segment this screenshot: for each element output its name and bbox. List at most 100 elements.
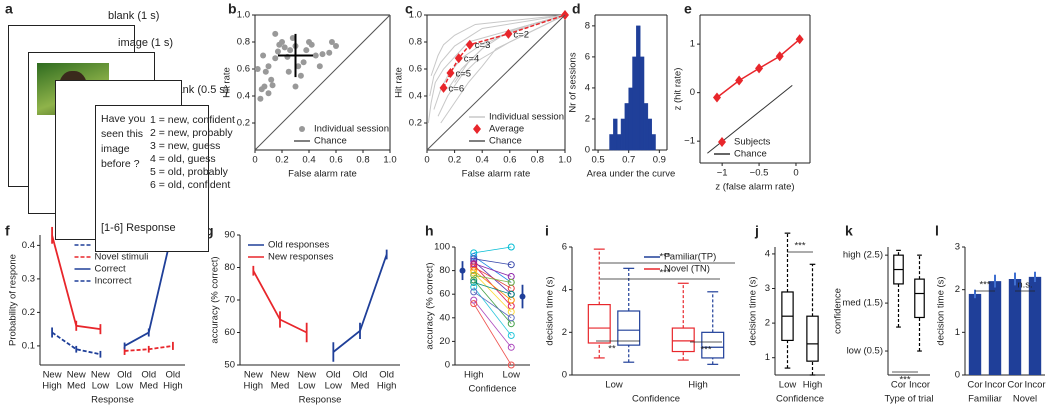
series-line <box>473 270 512 301</box>
legend-label: Chance <box>734 149 767 160</box>
x-axis-label: Confidence <box>776 394 824 405</box>
data-point <box>712 92 721 103</box>
x-axis-label: Confidence <box>468 384 516 395</box>
y-axis-label: accuracy (% correct) <box>210 256 221 343</box>
y-tick-label: 0.1 <box>22 340 35 351</box>
series-line <box>473 274 512 283</box>
x-tick-label: High <box>464 370 484 381</box>
x-tick-label: 0.4 <box>476 155 489 166</box>
legend-marker <box>473 124 481 134</box>
y-tick-label: 0.8 <box>409 37 422 48</box>
y-tick-label: 6 <box>562 242 567 253</box>
histogram-bar <box>616 134 622 151</box>
data-point <box>507 243 515 251</box>
panel-label: f <box>5 223 10 239</box>
y-tick-label: 0.3 <box>22 273 35 284</box>
data-point <box>735 75 744 86</box>
y-axis-label: Hit rate <box>222 67 233 98</box>
x-tick-label: Cor <box>1007 380 1022 391</box>
x-tick-label: Low <box>92 381 110 392</box>
box <box>671 327 695 353</box>
screen-label: blank (0.5 s) <box>168 84 229 96</box>
x-tick-label: 0 <box>793 168 798 179</box>
histogram-bar <box>651 134 656 151</box>
data-point <box>755 63 764 74</box>
question: Have you seen this image before ? <box>101 113 146 170</box>
y-tick-label: 90 <box>224 230 235 241</box>
x-tick-label: 0.2 <box>275 155 288 166</box>
x-tick-label: Old <box>379 370 394 381</box>
x-tick-label: Low <box>605 380 623 391</box>
legend-label: Subjects <box>734 137 771 148</box>
legend-label: Average <box>489 124 524 135</box>
bar <box>1028 276 1042 375</box>
y-tick-label: 1.0 <box>409 10 422 21</box>
histogram-bar <box>613 118 618 151</box>
y-axis-label: Hit rate <box>394 67 405 98</box>
significance-label: *** <box>794 241 805 252</box>
series-line <box>430 14 566 76</box>
box <box>587 304 611 344</box>
y-axis-label: decision time (s) <box>748 276 759 345</box>
data-point <box>504 28 513 39</box>
significance-label: *** <box>659 252 670 263</box>
point-label: c=6 <box>449 83 465 94</box>
significance-label: *** <box>700 345 711 356</box>
data-point <box>281 44 288 51</box>
y-tick-label: 50 <box>224 360 235 371</box>
y-tick-label: 2 <box>765 318 770 329</box>
data-point <box>470 288 478 296</box>
histogram-bar <box>628 87 633 151</box>
series-line <box>473 272 512 313</box>
histogram-bar <box>624 103 629 151</box>
group-label: Familiar <box>968 394 1002 405</box>
data-point <box>272 55 279 62</box>
x-tick-label: Med <box>271 381 289 392</box>
x-tick-label: 0.6 <box>329 155 342 166</box>
data-point <box>265 63 272 70</box>
data-point <box>326 49 333 56</box>
legend-label: Individual session <box>489 112 564 123</box>
y-tick-label: 0.4 <box>22 240 35 251</box>
significance-label: *** <box>659 268 670 279</box>
x-tick-label: −1 <box>717 168 728 179</box>
x-tick-label: High <box>688 380 708 391</box>
series-line <box>437 14 566 117</box>
box <box>806 315 819 362</box>
data-point <box>268 76 275 83</box>
y-tick-label: 0.2 <box>237 118 250 129</box>
histogram-bar <box>609 134 614 151</box>
y-tick-label: 2 <box>955 284 960 295</box>
x-tick-label: Old <box>166 370 181 381</box>
data-point <box>260 52 267 59</box>
panel-label: k <box>845 223 853 239</box>
x-tick-label: 0.4 <box>302 155 315 166</box>
data-point <box>316 63 323 70</box>
panel-label: i <box>545 223 549 239</box>
data-point <box>261 83 268 90</box>
x-tick-label: Low <box>779 380 797 391</box>
x-tick-label: Low <box>298 381 316 392</box>
legend-marker <box>299 126 305 132</box>
y-tick-label: 0 <box>445 360 450 371</box>
group-label: Novel <box>1013 394 1037 405</box>
data-point <box>312 52 319 59</box>
series-line <box>473 279 512 324</box>
option: 5 = old, probably <box>150 166 228 178</box>
data-point <box>279 39 285 45</box>
x-axis-label: Area under the curve <box>587 169 676 180</box>
data-point <box>287 47 294 54</box>
y-axis-label: decision time (s) <box>936 276 947 345</box>
panel-label: a <box>5 1 13 17</box>
data-point <box>470 252 478 260</box>
y-tick-label: 4 <box>765 248 770 259</box>
data-point <box>519 293 526 300</box>
data-point <box>465 39 474 50</box>
series-line <box>454 14 566 83</box>
data-point <box>507 361 515 369</box>
y-tick-label: 0 <box>585 145 590 156</box>
data-point <box>265 90 272 97</box>
y-tick-label: 0.8 <box>237 37 250 48</box>
data-point <box>297 72 304 79</box>
